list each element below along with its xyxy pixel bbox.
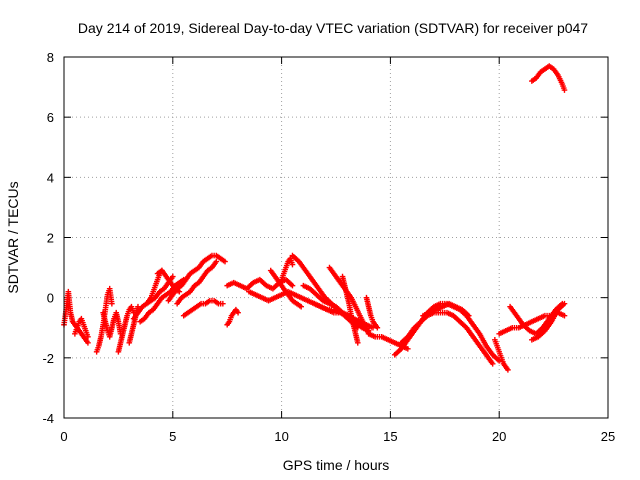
y-tick-label-4: 4 [47, 170, 54, 185]
data-point-t15-10 [289, 282, 296, 289]
data-point-t28-7 [465, 312, 472, 319]
data-point-t3-7 [109, 300, 115, 307]
data-point-t27-14 [489, 361, 496, 367]
data-point-t11-13 [222, 258, 228, 265]
y-tick-label--2: -2 [42, 351, 54, 366]
data-point-t23-7 [354, 339, 361, 346]
x-tick-label-20: 20 [492, 429, 506, 444]
y-tick-label--4: -4 [42, 411, 54, 426]
data-point-t12-9 [213, 258, 220, 265]
data-point-t32-5 [561, 300, 568, 307]
data-point-t25-6 [405, 346, 411, 352]
data-point-t33-8 [561, 87, 568, 93]
x-tick-label-25: 25 [601, 429, 615, 444]
data-point-t2-6 [85, 333, 91, 340]
x-tick-label-10: 10 [274, 429, 288, 444]
y-tick-label-8: 8 [47, 50, 54, 65]
x-tick-label-15: 15 [383, 429, 397, 444]
grid-lines [64, 57, 608, 418]
data-point-t17-7 [298, 303, 304, 310]
y-tick-label-2: 2 [47, 231, 54, 246]
x-tick-label-5: 5 [169, 429, 176, 444]
x-axis-label: GPS time / hours [283, 457, 390, 473]
y-tick-label-6: 6 [47, 110, 54, 125]
data-point-t29-6 [505, 367, 511, 373]
data-point-t26-16 [496, 358, 502, 364]
data-point-t30-10 [561, 312, 568, 319]
y-axis-label: SDTVAR / TECUs [5, 181, 21, 293]
data-point-t14-5 [235, 309, 241, 316]
axis-ticks: 0 5 10 15 20 25 -4 -2 0 2 4 6 8 [42, 50, 615, 444]
chart-title: Day 214 of 2019, Sidereal Day-to-day VTE… [78, 20, 588, 36]
data-point-t18-5 [289, 261, 296, 268]
data-point-t24-5 [374, 324, 381, 331]
data-points [61, 63, 568, 373]
data-point-t7-9 [170, 273, 176, 280]
x-tick-label-0: 0 [60, 429, 67, 444]
data-point-t13-9 [220, 300, 226, 307]
data-point-t1-7 [85, 339, 91, 346]
plot-frame [63, 56, 609, 419]
y-tick-label-0: 0 [47, 291, 54, 306]
